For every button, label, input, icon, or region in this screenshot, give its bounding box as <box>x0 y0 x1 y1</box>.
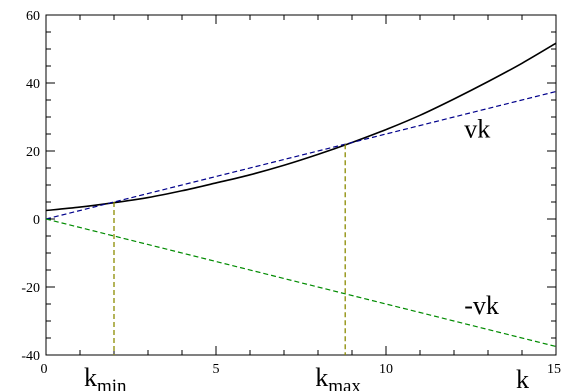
series-lines <box>45 42 557 348</box>
series-annotation: vk <box>464 114 490 143</box>
series-curve-line <box>45 42 557 212</box>
series-vk-line <box>45 90 557 220</box>
x-tick-label: 15 <box>547 362 561 377</box>
y-tick-label: -40 <box>21 349 40 364</box>
axis-ticks <box>45 14 557 356</box>
x-axis-label: k <box>516 365 529 391</box>
marker-label: kmin <box>84 363 127 391</box>
series-neg-vk-line <box>45 218 557 348</box>
x-tick-label: 10 <box>379 362 393 377</box>
y-tick-label: 60 <box>26 9 40 24</box>
y-tick-label: 40 <box>26 77 40 92</box>
y-tick-label: -20 <box>21 281 40 296</box>
marker-label: kmax <box>315 363 361 391</box>
series-annotation: -vk <box>464 291 499 320</box>
x-tick-label: 0 <box>41 362 48 377</box>
x-tick-label: 5 <box>213 362 220 377</box>
y-tick-label: 0 <box>33 213 40 228</box>
text-labels: 0 5 10 15 -40 -20 0 20 40 60 vk -vk kmin kmax k <box>21 9 561 391</box>
marker-lines <box>113 144 346 355</box>
y-tick-label: 20 <box>26 145 40 160</box>
